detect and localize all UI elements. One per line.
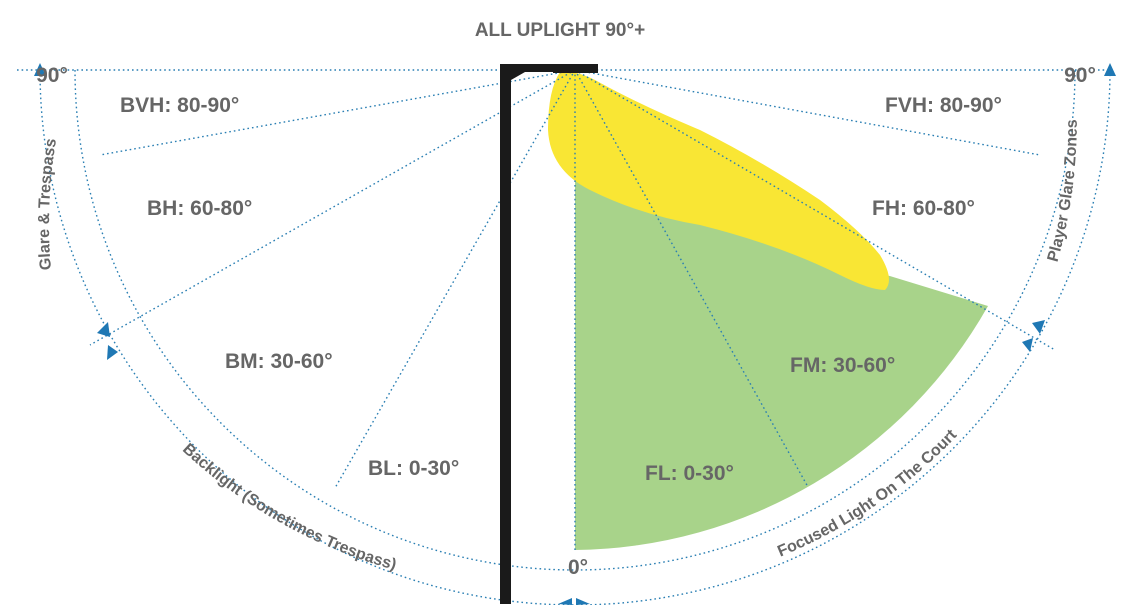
arrow-left-mid-top-icon [97,322,110,337]
zone-bl-label: BL: 0-30° [368,457,459,480]
light-fixture [553,66,598,73]
angle-0-label: 0° [568,556,588,579]
arrow-bottom-left-icon [558,598,572,605]
glare-trespass-arc-label: Glare & Trespass [36,137,60,271]
arrow-left-mid-bottom-icon [107,345,118,360]
player-glare-arc-label: Player Glare Zones [1045,119,1081,264]
glare-light-area [548,71,889,291]
angle-90-left-label: 90° [36,64,68,87]
light-pole [500,64,511,604]
zone-bm-label: BM: 30-60° [225,350,333,373]
zone-fl-label: FL: 0-30° [645,462,734,485]
arrow-right-mid-top-icon [1032,320,1045,334]
backlight-arc-label: Backlight (Sometimes Trespass) [179,441,398,574]
zone-bvh-label: BVH: 80-90° [120,94,239,117]
arrow-up-left-icon [34,63,46,76]
back-guide-lines [89,69,576,489]
focused-light-area [575,180,988,550]
angle-90-right-label: 90° [1064,64,1096,87]
zone-bh-label: BH: 60-80° [147,197,252,220]
zone-fh-label: FH: 60-80° [872,197,975,220]
zone-fm-label: FM: 30-60° [790,354,895,377]
diagram-title: ALL UPLIGHT 90°+ [475,20,645,41]
arrow-markers [34,63,1116,605]
front-guide-lines [574,69,1056,550]
arrow-bottom-right-icon [576,598,590,605]
arrow-right-mid-bottom-icon [1022,338,1033,352]
zone-fvh-label: FVH: 80-90° [885,94,1002,117]
arrow-up-right-icon [1104,63,1116,76]
inner-arc [74,69,1076,571]
